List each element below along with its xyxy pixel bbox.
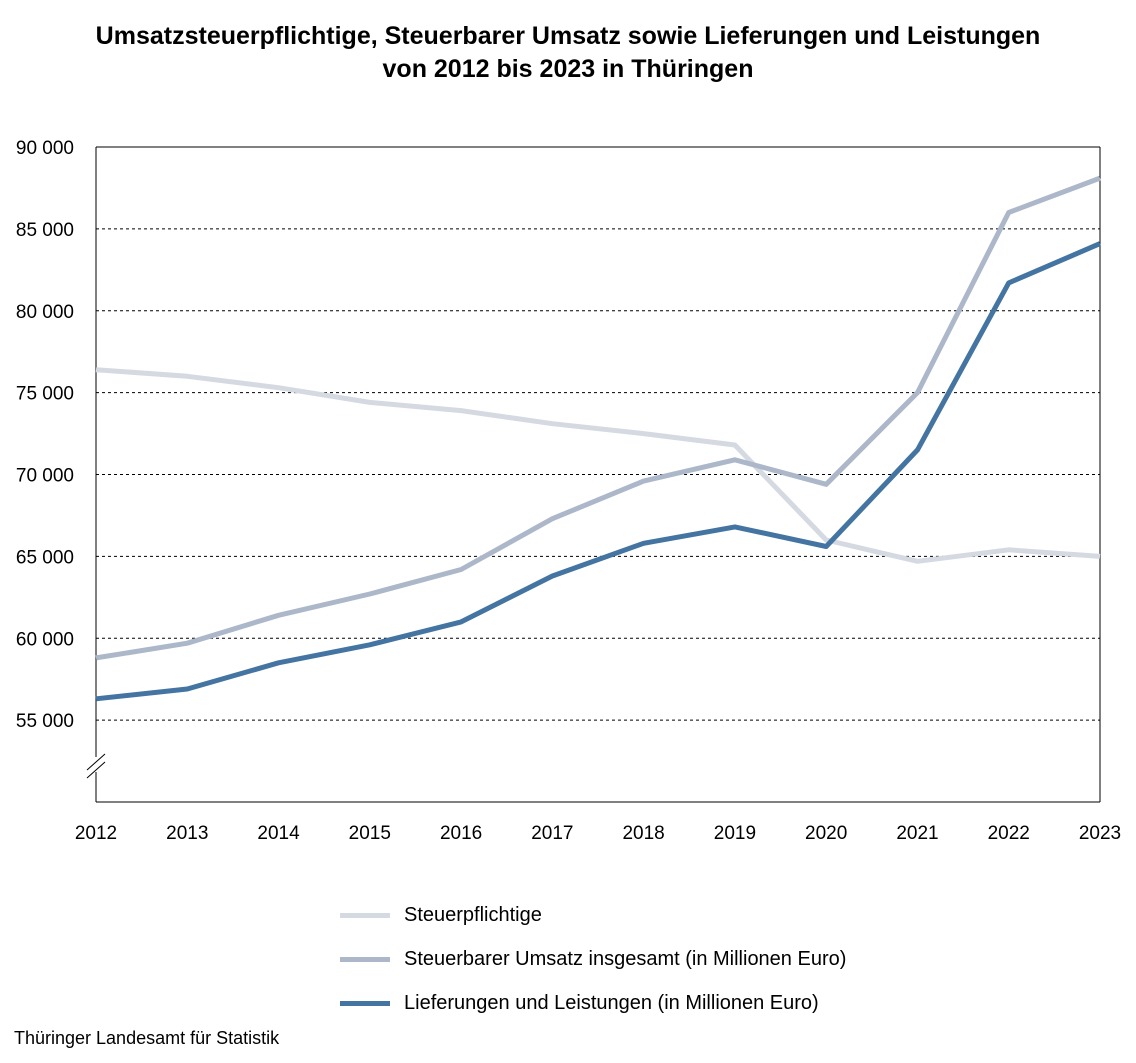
chart-subtitle: von 2012 bis 2023 in Thüringen (382, 55, 754, 83)
legend-item-steuerbarer-umsatz: Steuerbarer Umsatz insgesamt (in Million… (340, 937, 846, 981)
series-line-1 (95, 367, 1101, 564)
y-tick-label: 75 000 (16, 384, 74, 405)
y-tick-label: 55 000 (16, 711, 74, 732)
x-tick-label: 2022 (988, 823, 1030, 844)
legend-label: Lieferungen und Leistungen (in Millionen… (404, 991, 819, 1014)
legend-label: Steuerpflichtige (404, 903, 542, 926)
x-tick-label: 2018 (622, 823, 664, 844)
chart-title-line-1: Umsatzsteuerpflichtige, Steuerbarer Umsa… (95, 22, 1041, 50)
series-lines (95, 175, 1101, 702)
y-tick-label: 80 000 (16, 302, 74, 323)
y-tick-label: 65 000 (16, 547, 74, 568)
x-tick-label: 2019 (714, 823, 756, 844)
x-tick-label: 2021 (896, 823, 938, 844)
legend-item-steuerpflichtige: Steuerpflichtige (340, 893, 846, 937)
x-tick-label: 2014 (257, 823, 300, 844)
legend-item-lieferungen: Lieferungen und Leistungen (in Millionen… (340, 981, 846, 1025)
legend-label: Steuerbarer Umsatz insgesamt (in Million… (404, 947, 847, 970)
x-tick-label: 2023 (1079, 823, 1121, 844)
legend-swatch (340, 912, 390, 918)
x-tick-label: 2013 (166, 823, 208, 844)
series-line-2 (95, 175, 1101, 661)
legend: Steuerpflichtige Steuerbarer Umsatz insg… (340, 893, 846, 1025)
y-axis-tick-labels: 55 000 60 000 65 000 70 000 75 000 80 000 85 0… (16, 138, 74, 732)
x-tick-label: 2020 (805, 823, 847, 844)
axes (86, 146, 1101, 803)
source-note: Thüringer Landesamt für Statistik (14, 1028, 280, 1048)
x-tick-label: 2016 (440, 823, 482, 844)
axis-break-mark (86, 753, 106, 771)
y-tick-label: 90 000 (16, 138, 74, 159)
y-tick-label: 85 000 (16, 220, 74, 241)
gridlines (96, 228, 1100, 721)
x-tick-label: 2015 (349, 823, 391, 844)
x-axis-tick-labels: 2012 2013 2014 2015 2016 2017 2018 2019 2020 2021… (75, 823, 1121, 844)
y-tick-label: 70 000 (16, 466, 74, 487)
series-line-3 (95, 241, 1101, 702)
legend-swatch (340, 956, 390, 962)
x-tick-label: 2017 (531, 823, 573, 844)
x-tick-label: 2012 (75, 823, 117, 844)
legend-swatch (340, 1000, 390, 1006)
chart-title: Umsatzsteuerpflichtige, Steuerbarer Umsa… (0, 20, 1136, 86)
axis-break-mark (86, 761, 106, 779)
y-tick-label: 60 000 (16, 629, 74, 650)
